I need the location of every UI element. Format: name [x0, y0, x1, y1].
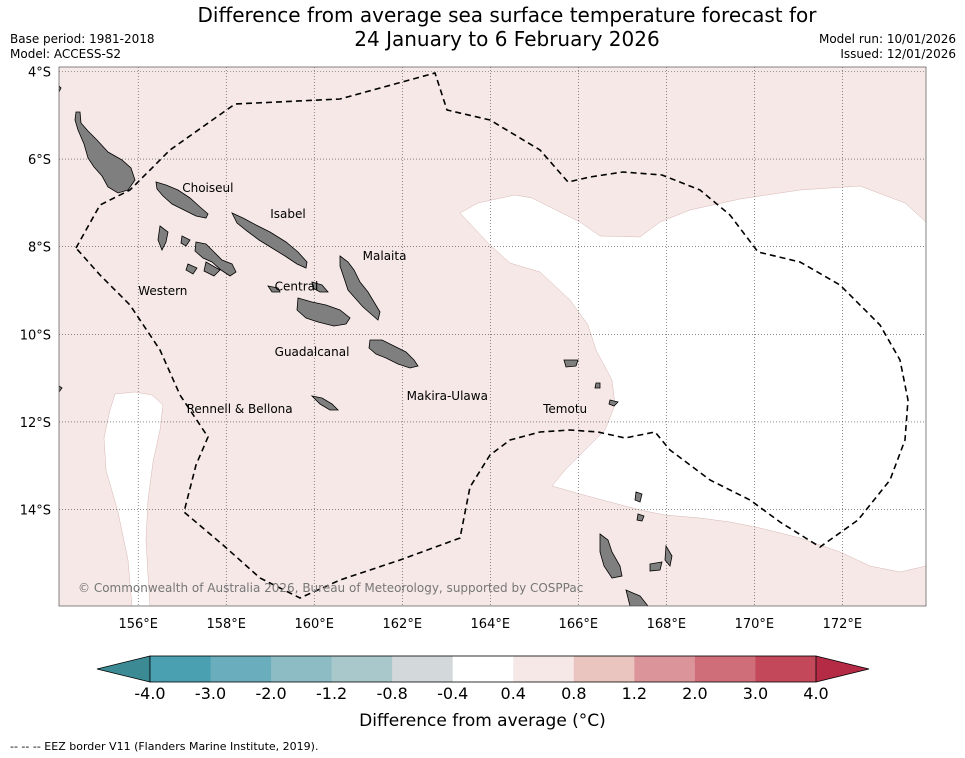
- lon-tick-label: 158°E: [206, 617, 246, 632]
- colorbar-segment: [513, 656, 575, 682]
- province-label: Isabel: [270, 207, 305, 221]
- colorbar-segment: [573, 656, 635, 682]
- island-new-georgia: [157, 225, 237, 277]
- colorbar-tick-label: 0.8: [561, 684, 586, 703]
- eez-footnote: -- -- -- EEZ border V11 (Flanders Marine…: [10, 740, 319, 753]
- colorbar-tick-label: 3.0: [743, 684, 768, 703]
- lon-tick-label: 160°E: [294, 617, 334, 632]
- meta-right: Model run: 10/01/2026 Issued: 12/01/2026: [819, 32, 956, 62]
- map-figure: 156°E 158°E 160°E 162°E 164°E 166°E 168°E 170°E…: [20, 65, 927, 703]
- colorbar-segment: [331, 656, 393, 682]
- colorbar-tick-label: 0.4: [501, 684, 526, 703]
- island-bougainville-edge: [59, 85, 63, 393]
- latitude-tick-labels: 4°S 6°S 8°S 10°S 12°S 14°S: [20, 65, 51, 518]
- colorbar-tick-label: -3.0: [195, 684, 226, 703]
- island-guadalcanal: [296, 297, 351, 327]
- colorbar-tick-label: -0.8: [377, 684, 408, 703]
- colorbar-outline: [149, 655, 817, 683]
- island-vanuatu-north: [599, 491, 673, 606]
- model-name: Model: ACCESS-S2: [10, 47, 122, 61]
- colorbar-segment: [392, 656, 454, 682]
- island-malaita: [339, 255, 381, 321]
- colorbar-segment: [150, 656, 212, 682]
- colorbar-tick-label: 2.0: [682, 684, 707, 703]
- province-label: Guadalcanal: [275, 345, 350, 359]
- lon-tick-label: 172°E: [823, 617, 863, 632]
- near-average-region-east: [459, 185, 926, 573]
- colorbar-over-extension: [815, 655, 870, 683]
- province-label: Central: [275, 279, 319, 293]
- base-period: Base period: 1981-2018: [10, 32, 155, 46]
- province-label: Western: [138, 284, 187, 298]
- lon-tick-label: 166°E: [559, 617, 599, 632]
- lon-tick-label: 170°E: [735, 617, 775, 632]
- island-makira: [368, 339, 419, 369]
- province-label: Makira-Ulawa: [407, 389, 488, 403]
- colorbar-tick-labels: -4.0 -3.0 -2.0 -1.2 -0.8 -0.4 0.4 0.8 1.2 2.0 3.0 4…: [134, 684, 828, 703]
- colorbar-tick-label: 4.0: [803, 684, 828, 703]
- colorbar: [96, 655, 870, 683]
- lat-tick-label: 10°S: [20, 328, 51, 343]
- colorbar-tick-label: -4.0: [134, 684, 165, 703]
- province-label: Malaita: [363, 249, 407, 263]
- lat-tick-label: 6°S: [28, 153, 51, 168]
- province-labels: Choiseul Isabel Malaita Western Central Guada…: [138, 181, 587, 416]
- colorbar-tick-label: -2.0: [255, 684, 286, 703]
- near-average-region-southwest: [103, 391, 164, 606]
- island-choiseul-west: [74, 111, 136, 194]
- province-label: Temotu: [542, 402, 587, 416]
- model-run: Model run: 10/01/2026: [818, 32, 956, 46]
- colorbar-title: Difference from average (°C): [359, 711, 606, 731]
- colorbar-tick-label: -0.4: [437, 684, 468, 703]
- colorbar-segment: [452, 656, 514, 682]
- copyright-attribution: © Commonwealth of Australia 2026, Bureau…: [78, 581, 583, 595]
- colorbar-segment: [755, 656, 817, 682]
- colorbar-segment: [271, 656, 333, 682]
- colorbar-segment: [634, 656, 696, 682]
- island-temotu: [563, 359, 619, 407]
- island-isabel: [231, 212, 308, 269]
- colorbar-tick-label: 1.2: [622, 684, 647, 703]
- longitude-tick-labels: 156°E 158°E 160°E 162°E 164°E 166°E 168°E 170°E…: [118, 617, 862, 632]
- lon-tick-label: 162°E: [383, 617, 423, 632]
- island-central: [267, 281, 329, 293]
- meta-left: Base period: 1981-2018 Model: ACCESS-S2: [10, 32, 155, 62]
- province-label: Choiseul: [182, 181, 233, 195]
- province-label: Rennell & Bellona: [187, 402, 293, 416]
- lat-tick-label: 12°S: [20, 416, 51, 431]
- island-rennell: [310, 395, 339, 411]
- issued-date: Issued: 12/01/2026: [840, 47, 956, 61]
- land-masses: [59, 85, 673, 606]
- colorbar-under-extension: [96, 655, 151, 683]
- lat-tick-label: 4°S: [28, 65, 51, 80]
- lat-tick-label: 14°S: [20, 504, 51, 519]
- colorbar-tick-label: -1.2: [316, 684, 347, 703]
- lon-tick-label: 164°E: [471, 617, 511, 632]
- eez-border: [75, 72, 909, 599]
- lon-tick-label: 156°E: [118, 617, 158, 632]
- colorbar-segment: [210, 656, 272, 682]
- lon-tick-label: 168°E: [647, 617, 687, 632]
- map-title-line2: 24 January to 6 February 2026: [354, 27, 660, 51]
- lat-tick-label: 8°S: [28, 241, 51, 256]
- island-choiseul: [155, 181, 209, 219]
- colorbar-segment: [694, 656, 756, 682]
- map-title-line1: Difference from average sea surface temp…: [197, 3, 817, 27]
